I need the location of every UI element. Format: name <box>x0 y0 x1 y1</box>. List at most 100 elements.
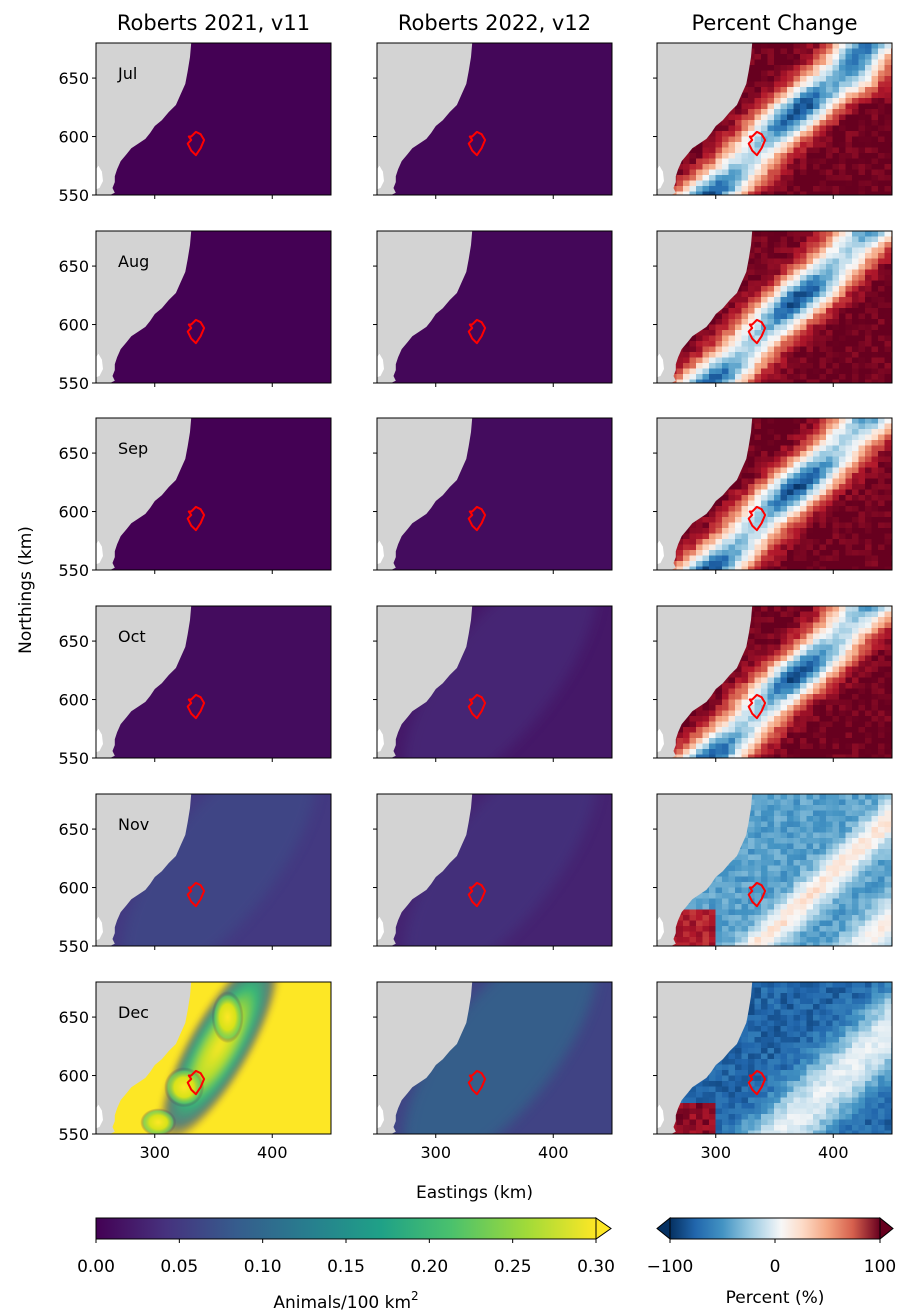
pct-cell <box>735 860 742 866</box>
pct-cell <box>754 418 762 424</box>
pct-cell <box>748 566 755 570</box>
pct-cell <box>780 297 788 303</box>
pct-cell <box>813 677 820 684</box>
pct-cell <box>689 915 697 921</box>
pct-cell <box>767 231 775 237</box>
pct-cell <box>845 297 853 303</box>
pct-cell <box>761 633 768 640</box>
pct-cell <box>741 275 749 281</box>
pct-cell <box>676 555 684 562</box>
pct-cell <box>767 727 775 733</box>
pct-cell <box>793 236 801 243</box>
pct-cell <box>813 352 820 358</box>
lease-area-outline <box>467 130 487 157</box>
pct-cell <box>774 434 781 441</box>
pct-cell <box>787 511 794 518</box>
pct-cell <box>774 153 781 159</box>
pct-cell <box>722 379 729 383</box>
pct-cell <box>702 561 710 567</box>
pct-cell <box>761 794 768 800</box>
pct-cell <box>741 666 749 673</box>
pct-cell <box>787 832 794 839</box>
pct-cell <box>826 566 833 570</box>
pct-cell <box>832 639 840 645</box>
pct-cell <box>800 357 807 364</box>
pct-cell <box>832 522 840 529</box>
pct-cell <box>767 683 775 689</box>
pct-cell <box>715 506 723 512</box>
pct-cell <box>813 555 820 562</box>
pct-cell <box>826 555 833 562</box>
pct-cell <box>839 48 846 55</box>
pct-cell <box>774 860 781 866</box>
pct-cell <box>865 617 872 623</box>
pct-cell <box>884 43 892 49</box>
pct-cell <box>813 341 820 347</box>
pct-cell <box>865 109 872 115</box>
pct-cell <box>787 606 794 612</box>
pct-cell <box>793 286 801 292</box>
pct-cell <box>826 462 833 468</box>
pct-cell <box>689 175 697 181</box>
pct-cell <box>780 440 788 446</box>
pct-cell <box>858 164 866 170</box>
pct-cell <box>800 816 807 822</box>
pct-cell <box>858 231 866 237</box>
pct-cell <box>852 125 859 132</box>
pct-cell <box>858 650 866 656</box>
pct-cell <box>871 418 879 424</box>
pct-cell <box>689 909 697 916</box>
pct-cell <box>806 506 814 512</box>
pct-cell <box>819 539 827 545</box>
pct-cell <box>819 710 827 717</box>
pct-cell <box>800 688 807 695</box>
pct-cell <box>748 297 755 303</box>
pct-cell <box>800 264 807 270</box>
pct-cell <box>696 517 703 523</box>
pct-cell <box>884 54 892 60</box>
pct-cell <box>761 683 768 689</box>
pct-cell <box>826 286 833 292</box>
pct-cell <box>696 721 703 728</box>
pct-cell <box>878 440 885 446</box>
pct-cell <box>696 705 703 711</box>
pct-cell <box>806 727 814 733</box>
pct-cell <box>852 743 859 750</box>
pct-cell <box>793 710 801 717</box>
pct-cell <box>839 528 846 534</box>
pct-cell <box>858 633 866 640</box>
pct-cell <box>819 242 827 248</box>
pct-cell <box>780 231 788 237</box>
pct-cell <box>748 153 755 159</box>
pct-cell <box>754 566 762 570</box>
pct-cell <box>748 539 755 545</box>
pct-cell <box>787 418 794 424</box>
pct-cell <box>826 153 833 159</box>
pct-cell <box>865 650 872 656</box>
pct-cell <box>845 445 853 452</box>
pct-cell <box>702 368 710 375</box>
pct-cell <box>839 517 846 523</box>
pct-cell <box>832 489 840 496</box>
axes-frame <box>95 230 332 384</box>
pct-cell <box>826 81 833 88</box>
pct-cell <box>826 125 833 132</box>
pct-cell <box>683 749 690 755</box>
pct-cell <box>722 164 729 170</box>
pct-cell <box>780 330 788 336</box>
pct-cell <box>871 286 879 292</box>
pct-cell <box>871 43 879 49</box>
pct-cell <box>800 827 807 833</box>
pct-cell <box>826 467 833 474</box>
pct-cell <box>858 379 866 383</box>
pct-cell <box>787 500 794 507</box>
pct-cell <box>748 319 755 325</box>
pct-cell <box>819 313 827 320</box>
pct-cell <box>845 87 853 93</box>
pct-cell <box>761 253 768 259</box>
pct-cell <box>806 473 814 479</box>
pct-cell <box>852 550 859 556</box>
pct-cell <box>865 467 872 474</box>
pct-cell <box>819 617 827 623</box>
pct-cell <box>852 341 859 347</box>
